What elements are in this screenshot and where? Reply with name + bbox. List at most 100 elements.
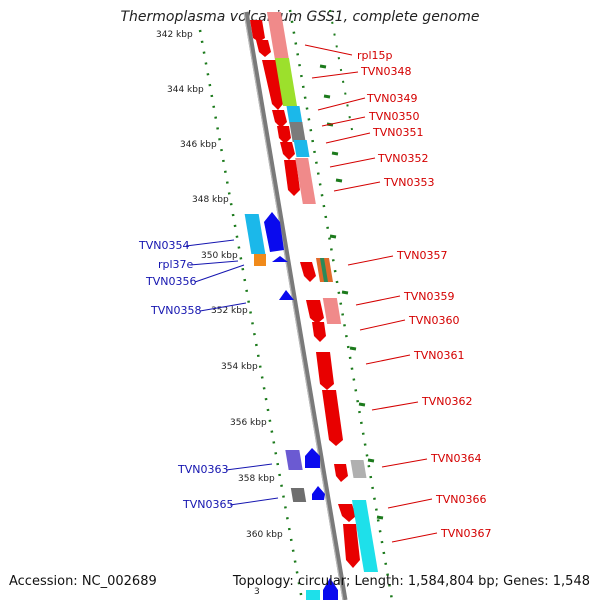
gene-arrow-tvn0358[interactable] <box>279 290 294 300</box>
gene-label-tvn0353[interactable]: TVN0353 <box>383 176 434 189</box>
leader-line-tvn0348 <box>311 71 359 79</box>
gene-block-tvn0364[interactable] <box>350 460 367 478</box>
scale-tick <box>319 64 327 69</box>
gene-label-tvn0366[interactable]: TVN0366 <box>435 493 486 506</box>
topology-text: Topology: circular; Length: 1,584,804 bp… <box>232 574 590 589</box>
leader-line-tvn0360 <box>359 319 406 331</box>
gene-arrow-tvn0365[interactable] <box>312 486 325 500</box>
gene-label-tvn0361[interactable]: TVN0361 <box>413 349 464 362</box>
gene-block-tvn0354[interactable] <box>244 214 266 254</box>
scale-tick <box>335 178 343 183</box>
gene-block-tvn0348[interactable] <box>274 58 298 106</box>
leader-line-tvn0363 <box>225 463 273 471</box>
gene-label-tvn0352[interactable]: TVN0352 <box>377 152 428 165</box>
gene-block-tvn0357-b[interactable] <box>319 258 329 282</box>
leader-line-tvn0366 <box>387 498 433 509</box>
gene-arrow-tvn0363[interactable] <box>305 448 320 468</box>
leader-line-tvn0361 <box>365 354 411 365</box>
gene-arrow-tvn0349[interactable] <box>272 110 287 128</box>
reverse-gene-labels: TVN0354 rpl37e TVN0356 TVN0358 TVN0363 T… <box>138 239 233 511</box>
scale-tick <box>341 290 349 295</box>
gene-label-rpl37e[interactable]: rpl37e <box>158 258 194 271</box>
gene-block-tvn0365[interactable] <box>290 488 307 502</box>
gene-block-tvn0350[interactable] <box>286 106 303 124</box>
gene-block-tvn0353[interactable] <box>295 158 316 204</box>
gene-arrow-tvn0357-a[interactable] <box>300 262 316 282</box>
gene-arrow-tvn0361[interactable] <box>316 352 334 390</box>
tick-label-partial-bottom: 3 <box>254 587 260 597</box>
reverse-gene-track <box>244 212 338 600</box>
gene-label-tvn0350[interactable]: TVN0350 <box>368 110 419 123</box>
gene-arrow-tvn0360-b[interactable] <box>312 322 326 342</box>
gene-block-tvn0360[interactable] <box>322 298 342 324</box>
leader-line-tvn0351 <box>325 132 371 144</box>
gene-label-tvn0349[interactable]: TVN0349 <box>366 92 417 105</box>
gene-arrow-tvn0356[interactable] <box>272 256 288 262</box>
gene-arrow-tvn0351[interactable] <box>277 126 291 144</box>
gene-arrow-fwd-a[interactable] <box>256 40 271 57</box>
gene-arrow-tvn0353[interactable] <box>284 160 300 196</box>
gene-block-tvn0351[interactable] <box>289 122 306 142</box>
tick-label-356: 356 kbp <box>230 418 267 428</box>
gene-label-tvn0358[interactable]: TVN0358 <box>150 304 201 317</box>
tick-label-346: 346 kbp <box>180 140 217 150</box>
gene-label-rpl15p[interactable]: rpl15p <box>357 49 393 62</box>
tick-label-344: 344 kbp <box>167 85 204 95</box>
leader-line-tvn0352 <box>329 157 376 168</box>
scale-tick <box>331 151 339 156</box>
gene-arrow-tvn0359[interactable] <box>306 300 324 324</box>
leader-line-tvn0354 <box>185 239 235 247</box>
gene-arrow-tvn0364[interactable] <box>334 464 348 482</box>
outer-guide-track <box>329 9 353 131</box>
gene-label-tvn0357[interactable]: TVN0357 <box>396 249 447 262</box>
gene-arrow-tvn0352[interactable] <box>280 142 295 160</box>
leader-line-tvn0350 <box>321 116 366 127</box>
gene-label-tvn0364[interactable]: TVN0364 <box>430 452 481 465</box>
leader-line-rpl15p <box>304 44 353 56</box>
leader-line-tvn0359 <box>355 295 401 306</box>
accession-text: Accession: NC_002689 <box>9 574 157 589</box>
gene-arrow-rpl15p[interactable] <box>250 20 265 42</box>
forward-gene-track <box>250 12 379 600</box>
gene-block-tvn0363[interactable] <box>285 450 303 470</box>
gene-label-tvn0362[interactable]: TVN0362 <box>421 395 472 408</box>
genome-backbone-highlight <box>243 11 344 600</box>
gene-arrow-tvn0367[interactable] <box>343 524 360 568</box>
gene-label-tvn0356[interactable]: TVN0356 <box>145 275 196 288</box>
gene-label-tvn0348[interactable]: TVN0348 <box>360 65 411 78</box>
tick-label-354: 354 kbp <box>221 362 258 372</box>
gene-label-tvn0359[interactable]: TVN0359 <box>403 290 454 303</box>
scale-tick <box>358 402 366 407</box>
gene-arrow-tvn0362[interactable] <box>322 390 343 446</box>
tick-label-350: 350 kbp <box>201 251 238 261</box>
tick-label-352: 352 kbp <box>211 306 248 316</box>
scale-tick <box>367 458 375 463</box>
scale-tick <box>329 234 337 239</box>
gene-block-partial-bottom <box>306 590 320 600</box>
forward-leader-lines <box>304 44 438 543</box>
leader-line-rpl37e <box>189 260 239 266</box>
gene-label-tvn0354[interactable]: TVN0354 <box>138 239 189 252</box>
gene-arrow-tvn0354[interactable] <box>264 212 284 252</box>
genome-backbone <box>243 11 348 600</box>
gene-label-tvn0367[interactable]: TVN0367 <box>440 527 491 540</box>
leader-line-tvn0358 <box>199 302 247 312</box>
gene-label-tvn0351[interactable]: TVN0351 <box>372 126 423 139</box>
tick-label-358: 358 kbp <box>238 474 275 484</box>
gene-block-rpl15p-pink[interactable] <box>266 12 290 60</box>
gene-label-tvn0363[interactable]: TVN0363 <box>177 463 228 476</box>
forward-gene-labels: rpl15p TVN0348 TVN0349 TVN0350 TVN0351 T… <box>357 49 491 540</box>
scale-labels: 342 kbp 344 kbp 346 kbp 348 kbp 350 kbp … <box>156 30 283 540</box>
gene-block-rpl37e[interactable] <box>254 254 266 266</box>
gene-block-tvn0352[interactable] <box>293 140 310 157</box>
scale-tick <box>323 94 331 99</box>
reverse-leader-lines <box>185 239 279 506</box>
leader-line-tvn0349 <box>317 97 366 111</box>
gene-block-tvn0366[interactable] <box>351 500 379 572</box>
gene-arrow-tvn0366[interactable] <box>338 504 356 522</box>
leader-line-tvn0364 <box>381 458 428 468</box>
gene-arrow-partial-bottom <box>323 578 338 600</box>
gene-label-tvn0360[interactable]: TVN0360 <box>408 314 459 327</box>
gene-label-tvn0365[interactable]: TVN0365 <box>182 498 233 511</box>
